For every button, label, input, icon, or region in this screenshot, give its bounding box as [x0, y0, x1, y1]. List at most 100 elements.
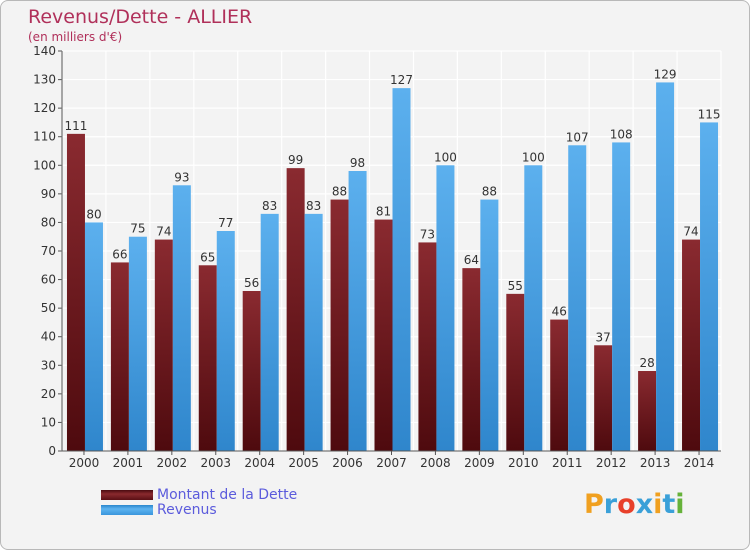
bar-debt-2006 [330, 199, 349, 451]
value-label-debt-2006: 88 [332, 185, 347, 199]
bar-revenue-2011 [568, 145, 587, 452]
value-label-revenue-2009: 88 [482, 185, 497, 199]
x-tick-label-2000: 2000 [69, 456, 100, 470]
bar-debt-2013 [638, 371, 657, 451]
y-tick-label: 80 [41, 215, 56, 229]
x-tick-label-2001: 2001 [113, 456, 144, 470]
x-tick-label-2013: 2013 [640, 456, 671, 470]
bar-revenue-2001 [128, 236, 147, 451]
logo-letter: r [603, 489, 618, 520]
value-label-debt-2000: 111 [65, 119, 88, 133]
y-tick-label: 70 [41, 244, 56, 258]
value-label-debt-2002: 74 [156, 225, 171, 239]
bar-revenue-2000 [84, 222, 103, 451]
value-label-debt-2005: 99 [288, 153, 303, 167]
value-label-debt-2007: 81 [376, 205, 391, 219]
x-tick-label-2003: 2003 [200, 456, 231, 470]
x-tick-label-2006: 2006 [332, 456, 363, 470]
value-label-revenue-2000: 80 [86, 207, 101, 221]
x-tick-label-2008: 2008 [420, 456, 451, 470]
value-label-debt-2011: 46 [552, 305, 567, 319]
bar-debt-2008 [418, 242, 437, 451]
bar-debt-2011 [550, 319, 569, 451]
bar-revenue-2013 [656, 82, 675, 451]
bar-debt-2002 [154, 239, 173, 451]
y-tick-label: 130 [33, 73, 56, 87]
x-tick-label-2004: 2004 [244, 456, 275, 470]
legend-label-debt: Montant de la Dette [157, 487, 298, 503]
value-label-revenue-2014: 115 [698, 107, 721, 121]
value-label-revenue-2011: 107 [566, 130, 589, 144]
logo-letter: i [653, 489, 663, 520]
x-tick-label-2011: 2011 [552, 456, 583, 470]
bar-revenue-2014 [700, 122, 719, 451]
y-tick-label: 100 [33, 158, 56, 172]
value-label-revenue-2007: 127 [390, 73, 413, 87]
y-tick-label: 110 [33, 130, 56, 144]
x-tick-label-2012: 2012 [596, 456, 627, 470]
bar-debt-2007 [374, 219, 393, 451]
logo-letter: i [675, 489, 685, 520]
bar-revenue-2007 [392, 88, 411, 452]
x-tick-label-2007: 2007 [376, 456, 407, 470]
value-label-debt-2008: 73 [420, 227, 435, 241]
chart-subtitle: (en milliers d'€) [28, 30, 123, 44]
value-label-revenue-2005: 83 [306, 199, 321, 213]
y-tick-label: 0 [48, 444, 56, 458]
legend-label-revenue: Revenus [157, 502, 217, 518]
x-tick-label-2010: 2010 [508, 456, 539, 470]
bar-debt-2014 [682, 239, 701, 451]
logo-letter: x [635, 489, 654, 520]
bar-revenue-2002 [172, 185, 191, 452]
value-label-debt-2009: 64 [464, 253, 479, 267]
value-label-revenue-2004: 83 [262, 199, 277, 213]
logo-letter: t [662, 489, 676, 520]
y-tick-label: 60 [41, 273, 56, 287]
y-tick-label: 30 [41, 358, 56, 372]
bar-debt-2001 [110, 262, 129, 451]
value-label-debt-2001: 66 [112, 247, 127, 261]
bar-revenue-2008 [436, 165, 455, 452]
bar-revenue-2006 [348, 171, 367, 451]
proxiti-logo: Proxiti [584, 489, 685, 520]
chart-title: Revenus/Dette - ALLIER [28, 6, 253, 28]
value-label-revenue-2001: 75 [130, 222, 145, 236]
value-label-debt-2013: 28 [639, 356, 654, 370]
bar-revenue-2003 [216, 231, 235, 451]
y-tick-label: 90 [41, 187, 56, 201]
bar-revenue-2010 [524, 165, 543, 452]
value-label-revenue-2006: 98 [350, 156, 365, 170]
value-label-debt-2003: 65 [200, 250, 215, 264]
logo-letter: o [617, 489, 636, 520]
value-label-revenue-2008: 100 [434, 150, 457, 164]
bar-debt-2000 [66, 133, 85, 451]
legend-item-revenue: Revenus [101, 502, 217, 518]
y-tick-label: 40 [41, 330, 56, 344]
bar-revenue-2005 [304, 213, 323, 451]
y-tick-label: 50 [41, 301, 56, 315]
value-label-debt-2004: 56 [244, 276, 259, 290]
y-tick-label: 20 [41, 387, 56, 401]
x-tick-label-2014: 2014 [684, 456, 715, 470]
value-label-debt-2012: 37 [596, 330, 611, 344]
y-tick-label: 140 [33, 44, 56, 58]
x-tick-label-2005: 2005 [288, 456, 319, 470]
y-tick-label: 120 [33, 101, 56, 115]
bar-debt-2010 [506, 293, 525, 451]
x-tick-label-2009: 2009 [464, 456, 495, 470]
bar-debt-2004 [242, 291, 261, 451]
bar-debt-2012 [594, 345, 613, 451]
bar-debt-2005 [286, 168, 305, 451]
legend-item-debt: Montant de la Dette [101, 487, 297, 503]
bar-revenue-2012 [612, 142, 631, 451]
logo-letter: P [584, 489, 604, 520]
bar-revenue-2004 [260, 213, 279, 451]
value-label-revenue-2003: 77 [218, 216, 233, 230]
x-tick-label-2002: 2002 [157, 456, 188, 470]
value-label-revenue-2002: 93 [174, 170, 189, 184]
y-tick-label: 10 [41, 415, 56, 429]
value-label-revenue-2012: 108 [610, 127, 633, 141]
value-label-revenue-2010: 100 [522, 150, 545, 164]
